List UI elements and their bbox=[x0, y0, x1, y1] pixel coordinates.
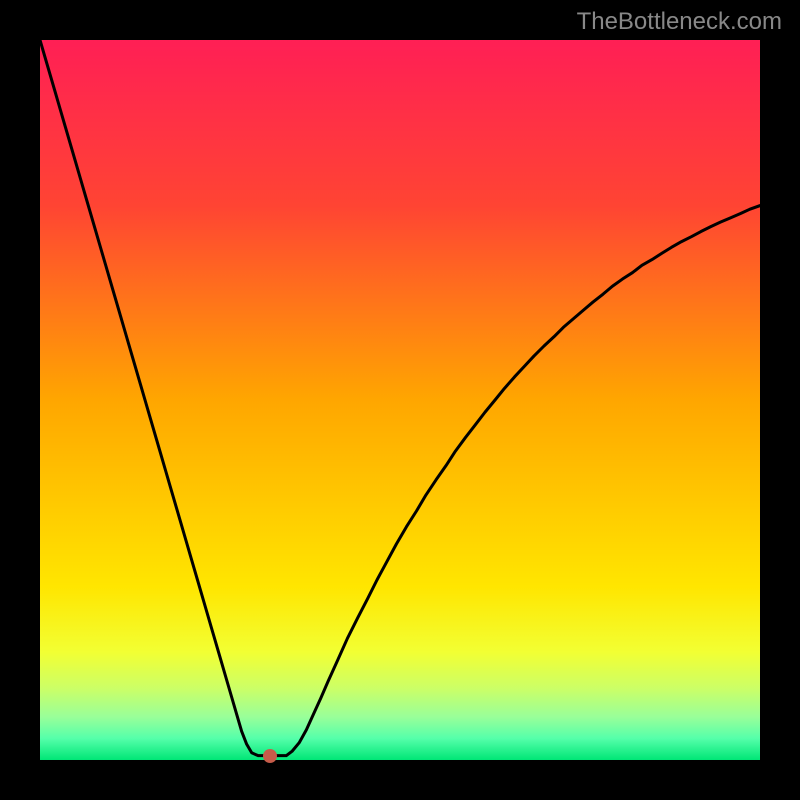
bottleneck-curve bbox=[40, 40, 760, 756]
optimal-point-marker bbox=[263, 749, 277, 763]
chart-plot-area bbox=[40, 40, 760, 760]
curve-layer bbox=[40, 40, 760, 760]
watermark-text: TheBottleneck.com bbox=[577, 8, 782, 36]
